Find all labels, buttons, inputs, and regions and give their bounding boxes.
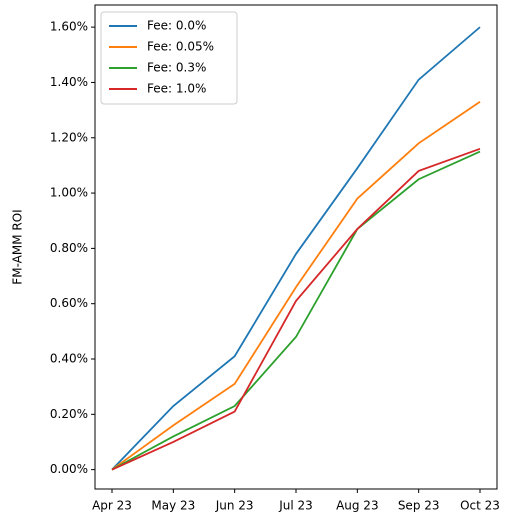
y-tick-label: 1.40% bbox=[50, 75, 88, 89]
y-tick-label: 0.20% bbox=[50, 407, 88, 421]
x-tick-label: Apr 23 bbox=[92, 499, 132, 513]
line-series bbox=[111, 26, 481, 471]
x-tick-label: May 23 bbox=[151, 499, 195, 513]
y-tick-label: 0.40% bbox=[50, 352, 88, 366]
x-tick-label: Sep 23 bbox=[398, 499, 440, 513]
y-tick-label: 0.80% bbox=[50, 241, 88, 255]
x-tick-label: Oct 23 bbox=[460, 499, 500, 513]
y-axis-label: FM-AMM ROI bbox=[11, 209, 25, 284]
y-tick-label: 1.00% bbox=[50, 186, 88, 200]
x-tick-label: Jul 23 bbox=[278, 499, 313, 513]
x-tick-label: Jun 23 bbox=[215, 499, 254, 513]
line-series bbox=[111, 101, 481, 471]
legend-label: Fee: 1.0% bbox=[147, 82, 206, 96]
y-tick-label: 0.00% bbox=[50, 462, 88, 476]
x-tick-label: Aug 23 bbox=[336, 499, 379, 513]
legend-label: Fee: 0.3% bbox=[147, 61, 206, 75]
y-tick-label: 0.60% bbox=[50, 296, 88, 310]
legend-label: Fee: 0.0% bbox=[147, 19, 206, 33]
line-series bbox=[111, 147, 481, 471]
legend-box bbox=[100, 11, 238, 105]
line-series bbox=[111, 150, 481, 471]
y-tick-label: 1.20% bbox=[50, 130, 88, 144]
legend-label: Fee: 0.05% bbox=[147, 40, 214, 54]
y-tick-label: 1.60% bbox=[50, 20, 88, 34]
